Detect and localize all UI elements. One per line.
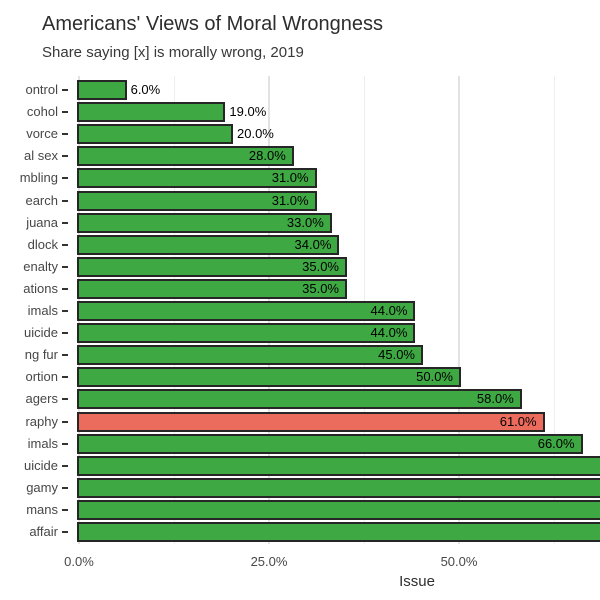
bar — [77, 522, 600, 542]
bar — [77, 433, 583, 454]
gridline-major — [458, 76, 460, 544]
y-tick-mark — [62, 486, 68, 489]
y-tick-mark — [62, 89, 68, 91]
y-tick-mark — [62, 376, 68, 379]
y-axis-label: earch — [25, 192, 58, 208]
y-tick-mark — [62, 243, 68, 246]
x-tick-label: 50.0% — [440, 554, 478, 569]
bar-value-label: 50.0% — [416, 369, 453, 385]
bar — [77, 367, 461, 388]
y-tick-mark — [62, 531, 68, 533]
y-tick-mark — [62, 221, 68, 224]
bar-value-label: 19.0% — [229, 104, 267, 120]
bar — [77, 455, 600, 476]
bar — [77, 124, 233, 145]
y-axis-label: al sex — [24, 148, 58, 164]
bar — [77, 411, 545, 432]
bar-value-label: 35.0% — [302, 280, 339, 296]
y-tick-mark — [62, 310, 68, 312]
chart-subtitle: Share saying [x] is morally wrong, 2019 — [42, 44, 304, 61]
chart-title: Americans' Views of Moral Wrongness — [42, 13, 383, 35]
bar-value-label: 33.0% — [286, 214, 324, 230]
y-tick-mark — [62, 177, 68, 180]
bar — [77, 190, 317, 211]
bar — [77, 168, 317, 189]
bar — [77, 323, 416, 344]
y-tick-mark — [62, 199, 68, 202]
bar — [77, 234, 340, 255]
bar — [77, 256, 347, 277]
bar — [77, 212, 332, 233]
y-axis-label: juana — [26, 214, 58, 230]
bar — [77, 477, 600, 498]
bar-value-label: 45.0% — [378, 347, 415, 363]
y-axis-label: ng fur — [24, 347, 58, 363]
y-tick-mark — [62, 133, 68, 136]
y-axis-label: enalty — [23, 258, 58, 274]
bar-value-label: 31.0% — [271, 192, 309, 208]
y-tick-mark — [62, 111, 68, 114]
bar — [77, 499, 600, 520]
y-axis-label: vorce — [26, 126, 58, 142]
bar-value-label: 31.0% — [271, 170, 309, 186]
y-axis-label: ortion — [25, 369, 58, 385]
bar-value-label: 66.0% — [537, 435, 575, 451]
y-axis-label: mans — [26, 501, 58, 517]
bar-value-label: 35.0% — [302, 258, 339, 274]
bar — [77, 301, 416, 321]
bar — [77, 278, 347, 299]
y-axis-label: raphy — [25, 413, 58, 429]
y-axis-label: ations — [23, 280, 58, 296]
bar-value-label: 61.0% — [499, 413, 537, 429]
y-axis-label: agers — [25, 391, 58, 407]
y-tick-mark — [62, 287, 68, 290]
y-axis-label: uicide — [24, 457, 58, 473]
y-tick-mark — [62, 508, 68, 511]
y-tick-mark — [62, 155, 68, 158]
bar — [77, 146, 294, 167]
bar — [77, 345, 423, 366]
y-axis-label: ontrol — [25, 82, 58, 97]
bar-value-label: 6.0% — [130, 82, 161, 97]
bar-value-label: 44.0% — [370, 325, 408, 341]
y-axis-label: uicide — [24, 325, 58, 341]
bar — [77, 389, 522, 410]
x-axis-title: Issue — [399, 573, 435, 590]
bar-value-label: 34.0% — [294, 236, 332, 252]
y-axis-label: affair — [29, 524, 58, 539]
bar — [77, 102, 226, 123]
bar — [77, 80, 127, 100]
y-axis-label: dlock — [27, 236, 58, 252]
y-axis-label: cohol — [26, 104, 58, 120]
y-tick-mark — [62, 398, 68, 401]
y-axis-label: imals — [27, 303, 58, 318]
y-tick-mark — [62, 442, 68, 445]
y-axis-label: mbling — [19, 170, 58, 186]
y-tick-mark — [62, 354, 68, 357]
bar-value-label: 28.0% — [248, 148, 286, 164]
bar-value-label: 44.0% — [370, 303, 408, 318]
x-tick-label: 25.0% — [250, 554, 288, 569]
y-tick-mark — [62, 420, 68, 423]
y-tick-mark — [62, 332, 68, 335]
bar-value-label: 20.0% — [237, 126, 274, 142]
y-axis-label: gamy — [26, 479, 58, 495]
y-tick-mark — [62, 464, 68, 467]
bar-value-label: 58.0% — [476, 391, 514, 407]
gridline-minor — [554, 76, 555, 544]
x-tick-label: 0.0% — [64, 554, 94, 569]
y-axis-label: imals — [27, 435, 58, 451]
y-tick-mark — [62, 265, 68, 268]
